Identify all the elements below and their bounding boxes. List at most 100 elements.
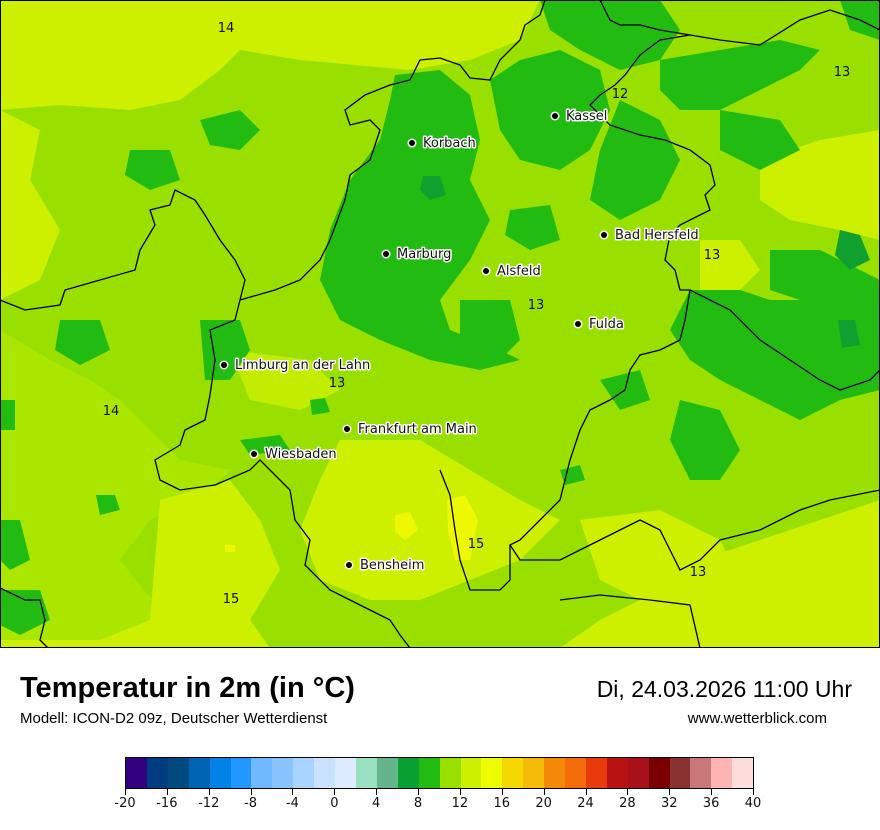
colorbar-segment	[502, 758, 524, 788]
colorbar-tick-label: 20	[535, 796, 552, 811]
city-label: Marburg	[397, 247, 451, 262]
colorbar-tick-label: 24	[577, 796, 594, 811]
temperature-map: 14 12 13 13 13 13 14 15 13 15 Kassel Korbach Bad He…	[0, 0, 880, 648]
colorbar-tick-label: 12	[451, 796, 469, 811]
colorbar-tick	[585, 789, 587, 795]
colorbar-segment	[251, 758, 273, 788]
city-label: Bad Hersfeld	[615, 228, 699, 243]
isotherm-label: 13	[834, 65, 851, 80]
temperature-colorbar	[125, 757, 754, 789]
forecast-datetime: Di, 24.03.2026 11:00 Uhr	[596, 676, 852, 702]
city-dot-icon	[221, 362, 227, 368]
city-marker: Korbach	[407, 135, 477, 153]
city-markers: Kassel Korbach Bad Hersfeld Marburg Alsfeld F…	[219, 108, 700, 575]
city-label: Korbach	[423, 136, 476, 151]
city-dot-icon	[344, 426, 350, 432]
isotherm-label: 15	[223, 592, 240, 607]
colorbar-segment	[711, 758, 733, 788]
colorbar-tick	[292, 789, 294, 795]
map-title: Temperatur in 2m (in °C)	[20, 672, 355, 704]
city-marker: Limburg an der Lahn	[219, 357, 372, 375]
colorbar-tick	[166, 789, 168, 795]
colorbar-segment	[565, 758, 586, 788]
isotherm-label: 14	[103, 404, 120, 419]
colorbar-tick-label: 4	[372, 796, 381, 811]
isotherm-label: 13	[528, 298, 545, 313]
colorbar-segment	[397, 758, 419, 788]
isotherm-label: 15	[468, 537, 485, 552]
isotherm-label: 13	[329, 376, 346, 391]
colorbar-segment	[648, 758, 670, 788]
city-marker: Wiesbaden	[249, 446, 338, 464]
model-source: Modell: ICON-D2 09z, Deutscher Wetterdie…	[20, 710, 328, 727]
colorbar-tick-label: -4	[285, 796, 299, 811]
colorbar-segment	[272, 758, 294, 788]
city-dot-icon	[409, 140, 415, 146]
map-canvas: 14 12 13 13 13 13 14 15 13 15 Kassel Korbach Bad He…	[0, 0, 880, 648]
city-label: Kassel	[566, 109, 607, 124]
colorbar-tick	[376, 789, 378, 795]
isotherm-labels: 14 12 13 13 13 13 14 15 13 15	[103, 21, 851, 607]
colorbar-ticks: -20 -16 -12 -8 -4 0 4 8 12 16 20 24 28 32 36 40	[114, 789, 761, 819]
colorbar-tick-label: 28	[619, 796, 636, 811]
isotherm-label: 12	[612, 87, 629, 102]
city-dot-icon	[552, 113, 558, 119]
city-marker: Marburg	[381, 246, 453, 264]
city-marker: Bensheim	[344, 557, 426, 575]
colorbar-tick-label: -20	[114, 796, 136, 811]
colorbar-segment	[481, 758, 503, 788]
city-marker: Frankfurt am Main	[342, 421, 478, 439]
colorbar-segment	[376, 758, 398, 788]
city-label: Bensheim	[360, 558, 424, 573]
colorbar-segment	[314, 758, 336, 788]
colorbar-tick	[125, 789, 126, 795]
colorbar-segment	[167, 758, 189, 788]
colorbar-segment	[126, 758, 147, 788]
city-dot-icon	[601, 232, 607, 238]
isotherm-label: 13	[690, 565, 707, 580]
colorbar-tick	[543, 789, 545, 795]
colorbar-segment	[439, 758, 461, 788]
temp-band-6-8	[420, 176, 870, 348]
city-marker: Fulda	[573, 316, 625, 334]
colorbar-segment	[544, 758, 566, 788]
city-label: Limburg an der Lahn	[235, 358, 370, 373]
city-label: Frankfurt am Main	[358, 422, 477, 437]
colorbar-tick	[669, 789, 671, 795]
colorbar-segment	[585, 758, 607, 788]
colorbar-tick	[501, 789, 503, 795]
colorbar-tick-label: 40	[744, 796, 762, 811]
website-link[interactable]: www.wetterblick.com	[687, 710, 827, 727]
colorbar-tick-label: -12	[198, 796, 220, 811]
colorbar-tick	[418, 789, 420, 795]
city-marker: Alsfeld	[481, 263, 542, 281]
colorbar-tick	[459, 789, 461, 795]
colorbar-segment	[606, 758, 628, 788]
temp-band-12-14	[0, 0, 880, 648]
colorbar-tick-label: -16	[156, 796, 178, 811]
colorbar-tick	[627, 789, 629, 795]
state-borders	[0, 0, 880, 648]
colorbar-segment	[669, 758, 691, 788]
city-dot-icon	[483, 268, 489, 274]
colorbar-segment	[418, 758, 440, 788]
isotherm-label: 13	[704, 248, 721, 263]
colorbar-tick-label: 32	[660, 796, 678, 811]
colorbar-segment	[732, 758, 754, 788]
colorbar-tick-label: 8	[413, 796, 423, 811]
colorbar-tick-label: -8	[244, 796, 258, 811]
city-label: Alsfeld	[497, 264, 541, 279]
colorbar-tick	[711, 789, 713, 795]
colorbar-tick	[753, 789, 754, 795]
colorbar-segment	[146, 758, 168, 788]
city-dot-icon	[383, 251, 389, 257]
colorbar-segment	[209, 758, 231, 788]
colorbar-tick-label: 0	[330, 796, 339, 811]
colorbar-segment	[293, 758, 315, 788]
city-label: Wiesbaden	[265, 447, 337, 462]
colorbar-segment	[460, 758, 482, 788]
isotherm-label: 14	[218, 21, 235, 36]
colorbar-segment	[627, 758, 649, 788]
colorbar-segment	[355, 758, 377, 788]
temp-band-14-16	[225, 495, 478, 560]
